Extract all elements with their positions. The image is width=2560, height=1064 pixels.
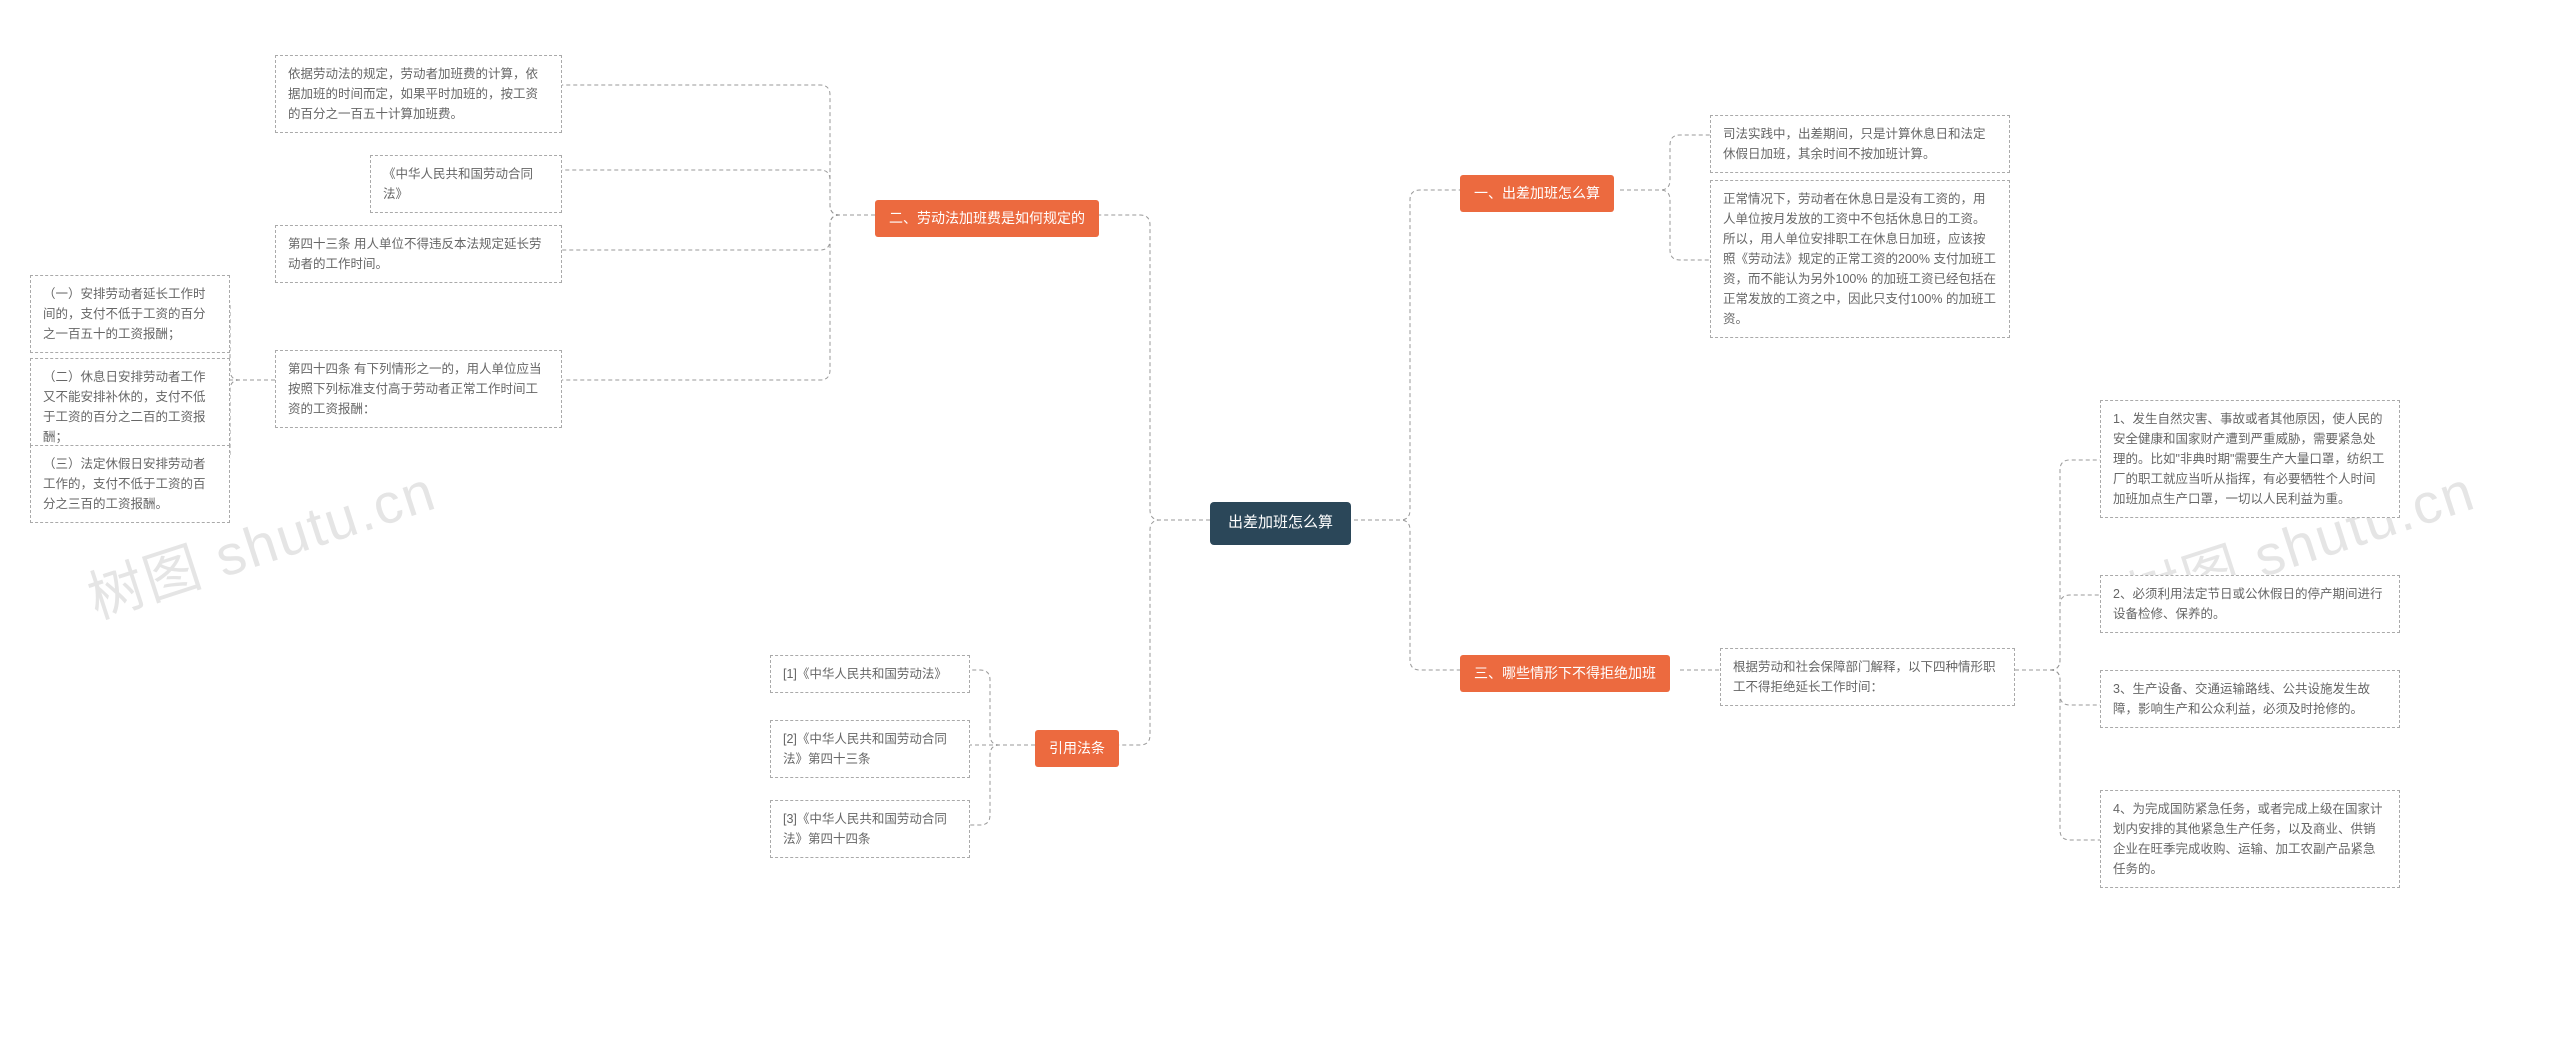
branch2-sub-1: （二）休息日安排劳动者工作又不能安排补休的，支付不低于工资的百分之二百的工资报酬…	[30, 358, 230, 456]
branch1-leaf-1: 正常情况下，劳动者在休息日是没有工资的，用人单位按月发放的工资中不包括休息日的工…	[1710, 180, 2010, 338]
branch2-leaf-1: 《中华人民共和国劳动合同法》	[370, 155, 562, 213]
cite-leaf-0: [1]《中华人民共和国劳动法》	[770, 655, 970, 693]
branch-cite: 引用法条	[1035, 730, 1119, 767]
branch3-intro: 根据劳动和社会保障部门解释，以下四种情形职工不得拒绝延长工作时间：	[1720, 648, 2015, 706]
branch-1: 一、出差加班怎么算	[1460, 175, 1614, 212]
branch1-leaf-0: 司法实践中，出差期间，只是计算休息日和法定休假日加班，其余时间不按加班计算。	[1710, 115, 2010, 173]
branch2-sub-0: （一）安排劳动者延长工作时间的，支付不低于工资的百分之一百五十的工资报酬；	[30, 275, 230, 353]
branch3-leaf-3: 4、为完成国防紧急任务，或者完成上级在国家计划内安排的其他紧急生产任务，以及商业…	[2100, 790, 2400, 888]
branch2-leaf-0: 依据劳动法的规定，劳动者加班费的计算，依据加班的时间而定，如果平时加班的，按工资…	[275, 55, 562, 133]
branch2-leaf-44: 第四十四条 有下列情形之一的，用人单位应当按照下列标准支付高于劳动者正常工作时间…	[275, 350, 562, 428]
branch3-leaf-0: 1、发生自然灾害、事故或者其他原因，使人民的安全健康和国家财产遭到严重威胁，需要…	[2100, 400, 2400, 518]
branch2-leaf-2: 第四十三条 用人单位不得违反本法规定延长劳动者的工作时间。	[275, 225, 562, 283]
cite-leaf-2: [3]《中华人民共和国劳动合同法》第四十四条	[770, 800, 970, 858]
branch-3: 三、哪些情形下不得拒绝加班	[1460, 655, 1670, 692]
branch-2: 二、劳动法加班费是如何规定的	[875, 200, 1099, 237]
cite-leaf-1: [2]《中华人民共和国劳动合同法》第四十三条	[770, 720, 970, 778]
branch2-sub-2: （三）法定休假日安排劳动者工作的，支付不低于工资的百分之三百的工资报酬。	[30, 445, 230, 523]
root-node: 出差加班怎么算	[1210, 502, 1351, 545]
branch3-leaf-2: 3、生产设备、交通运输路线、公共设施发生故障，影响生产和公众利益，必须及时抢修的…	[2100, 670, 2400, 728]
branch3-leaf-1: 2、必须利用法定节日或公休假日的停产期间进行设备检修、保养的。	[2100, 575, 2400, 633]
